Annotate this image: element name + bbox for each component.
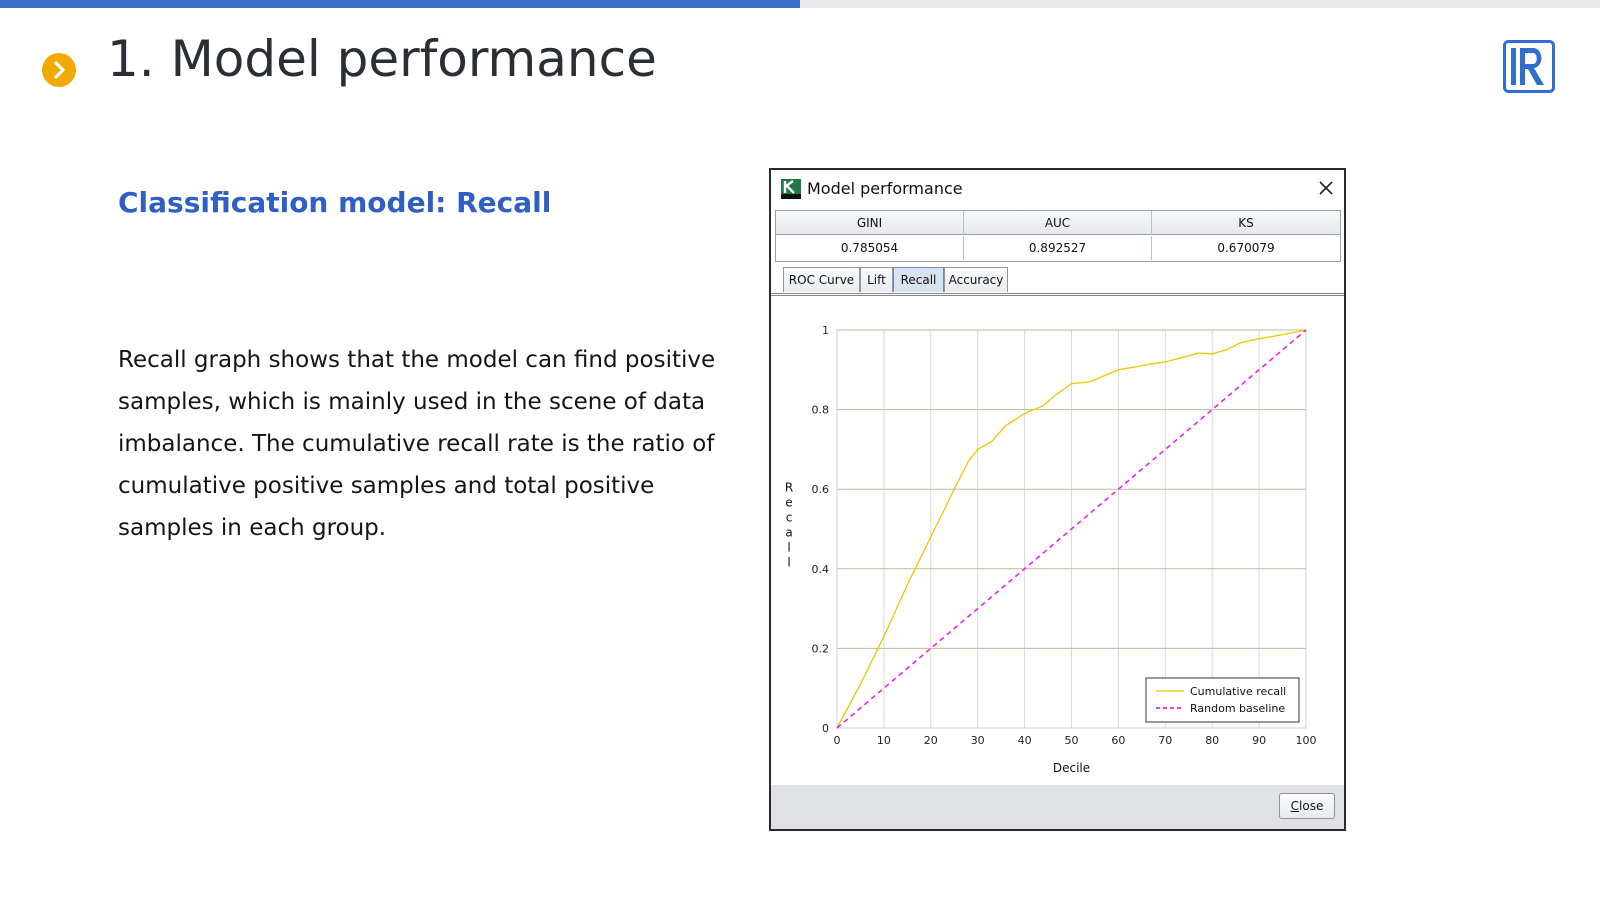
metric-header: AUC bbox=[964, 211, 1152, 235]
x-axis-label: Decile bbox=[1053, 761, 1090, 775]
legend-entry: Random baseline bbox=[1190, 702, 1285, 715]
x-tick-label: 80 bbox=[1205, 734, 1219, 747]
y-tick-label: 0.4 bbox=[812, 563, 830, 576]
legend-box bbox=[1145, 677, 1300, 723]
progress-fill bbox=[0, 0, 800, 8]
x-tick-label: 20 bbox=[924, 734, 938, 747]
metrics-value-row: 0.785054 0.892527 0.670079 bbox=[776, 236, 1340, 261]
close-label-rest: lose bbox=[1299, 799, 1324, 813]
x-tick-label: 50 bbox=[1065, 734, 1079, 747]
metric-value[interactable]: 0.785054 bbox=[776, 236, 964, 260]
progress-track bbox=[0, 0, 1600, 8]
y-axis-label-char: l bbox=[787, 541, 790, 555]
x-tick-label: 0 bbox=[834, 734, 841, 747]
dialog-title: Model performance bbox=[807, 179, 963, 198]
dialog-titlebar: Model performance bbox=[771, 170, 1344, 206]
close-button[interactable]: Close bbox=[1279, 793, 1335, 819]
y-axis-label-char: l bbox=[787, 556, 790, 570]
y-axis-label-char: c bbox=[786, 511, 793, 525]
tab-roc-curve[interactable]: ROC Curve bbox=[783, 267, 860, 292]
tab-lift[interactable]: Lift bbox=[860, 267, 893, 292]
close-icon[interactable] bbox=[1316, 178, 1336, 198]
y-tick-label: 1 bbox=[822, 324, 829, 337]
recall-chart-svg: 0 10 20 30 40 50 60 70 80 90 100 0 0.2 0.4 0.6 0.8 1 Deci… bbox=[785, 324, 1317, 775]
tab-accuracy[interactable]: Accuracy bbox=[944, 267, 1008, 292]
y-tick-label: 0.2 bbox=[812, 642, 830, 655]
y-axis-label-char: e bbox=[785, 496, 792, 510]
recall-chart: 0 10 20 30 40 50 60 70 80 90 100 0 0.2 0.4 0.6 0.8 1 Deci… bbox=[771, 297, 1344, 785]
k-app-icon bbox=[781, 179, 801, 199]
dialog-footer: Close bbox=[771, 785, 1344, 829]
metrics-header-row: GINI AUC KS bbox=[776, 211, 1340, 235]
series-line bbox=[836, 329, 1307, 729]
series-line bbox=[836, 329, 1307, 729]
x-tick-label: 40 bbox=[1018, 734, 1032, 747]
x-tick-label: 90 bbox=[1252, 734, 1266, 747]
y-axis-label-char: R bbox=[785, 481, 793, 495]
y-axis-label-char: a bbox=[785, 526, 792, 540]
y-tick-label: 0 bbox=[822, 722, 829, 735]
description-paragraph: Recall graph shows that the model can fi… bbox=[118, 347, 716, 541]
x-tick-label: 60 bbox=[1111, 734, 1125, 747]
x-tick-label: 30 bbox=[971, 734, 985, 747]
y-tick-label: 0.6 bbox=[812, 483, 830, 496]
tab-divider bbox=[771, 293, 1344, 296]
metrics-table: GINI AUC KS 0.785054 0.892527 0.670079 bbox=[775, 210, 1341, 262]
metric-value[interactable]: 0.670079 bbox=[1217, 241, 1275, 255]
tab-recall[interactable]: Recall bbox=[893, 267, 944, 292]
metric-header: KS bbox=[1238, 216, 1254, 230]
r-logo-icon bbox=[1503, 40, 1555, 93]
x-tick-label: 10 bbox=[877, 734, 891, 747]
x-tick-label: 70 bbox=[1158, 734, 1172, 747]
y-tick-label: 0.8 bbox=[812, 404, 830, 417]
chevron-right-icon bbox=[42, 53, 76, 87]
close-mnemonic: C bbox=[1290, 799, 1300, 813]
legend-entry: Cumulative recall bbox=[1190, 685, 1286, 698]
metric-header: GINI bbox=[776, 211, 964, 235]
x-tick-label: 100 bbox=[1296, 734, 1317, 747]
page-title: 1. Model performance bbox=[107, 30, 657, 88]
model-performance-dialog: Model performance GINI AUC KS 0.785054 0… bbox=[769, 168, 1346, 831]
section-subtitle: Classification model: Recall bbox=[118, 186, 552, 219]
metric-value[interactable]: 0.892527 bbox=[964, 236, 1152, 260]
